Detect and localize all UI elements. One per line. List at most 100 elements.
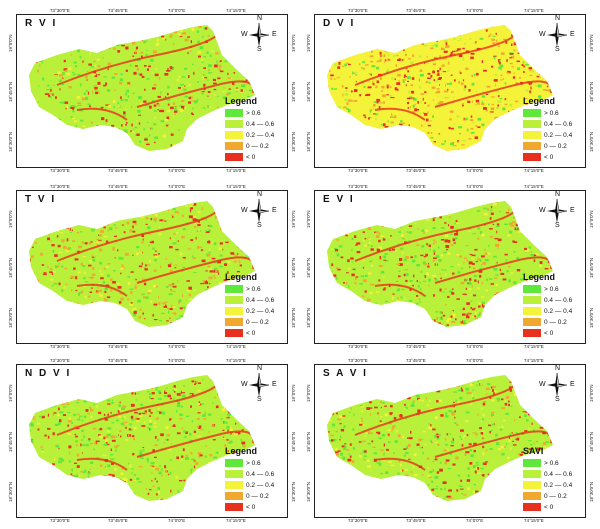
longitude-tick-label: 74°0'0"E — [168, 518, 186, 523]
vegetation-index-map — [29, 201, 255, 327]
latitude-tick-label: 19°0'0"N — [291, 210, 296, 228]
district-boundary — [327, 25, 553, 151]
longitude-tick-label: 73°45'0"E — [108, 168, 128, 173]
legend-range-label: 0.4 — 0.6 — [544, 296, 573, 304]
legend-item: 0.2 — 0.4 — [225, 306, 281, 316]
latitude-tick-label: 18°45'0"N — [8, 257, 13, 278]
longitude-tick-label: 73°30'0"E — [348, 184, 368, 189]
latitude-tick-label: 19°0'0"N — [291, 34, 296, 52]
legend-swatch — [523, 318, 541, 326]
longitude-tick-label: 74°15'0"E — [524, 358, 544, 363]
map-frame: R V I N S E W Legend > 0.6 0.4 — 0.6 0.2 — 0.4 0 … — [16, 14, 288, 168]
latitude-tick-label: 19°0'0"N — [589, 34, 594, 52]
vegetation-index-map — [29, 375, 255, 501]
compass-e-label: E — [272, 207, 277, 214]
legend-item: > 0.6 — [523, 284, 579, 294]
map-frame: D V I N S E W Legend > 0.6 0.4 — 0.6 0.2 — 0.4 0 … — [314, 14, 586, 168]
legend-title: SAVI — [523, 446, 544, 456]
latitude-tick-label: 18°30'0"N — [589, 481, 594, 502]
map-legend: Legend > 0.6 0.4 — 0.6 0.2 — 0.4 0 — 0.2 < 0 — [225, 272, 281, 339]
compass-s-label: S — [257, 46, 262, 53]
legend-swatch — [523, 492, 541, 500]
legend-item: > 0.6 — [225, 458, 281, 468]
latitude-tick-label: 18°45'0"N — [589, 81, 594, 102]
longitude-tick-label: 74°0'0"E — [466, 358, 484, 363]
compass-w-label: W — [539, 31, 546, 38]
legend-swatch — [523, 470, 541, 478]
compass-n-label: N — [257, 365, 263, 372]
legend-swatch — [523, 131, 541, 139]
compass-n-label: N — [555, 15, 561, 22]
legend-item: 0.2 — 0.4 — [225, 130, 281, 140]
legend-range-label: 0.2 — 0.4 — [544, 307, 573, 315]
legend-item: > 0.6 — [523, 108, 579, 118]
latitude-tick-label: 19°0'0"N — [8, 384, 13, 402]
longitude-tick-label: 74°15'0"E — [524, 344, 544, 349]
latitude-tick-label: 18°30'0"N — [8, 131, 13, 152]
legend-range-label: 0.2 — 0.4 — [544, 131, 573, 139]
map-title: E V I — [323, 194, 355, 205]
longitude-tick-label: 74°15'0"E — [226, 8, 246, 13]
legend-item: 0.2 — 0.4 — [523, 130, 579, 140]
map-title: R V I — [25, 18, 58, 29]
longitude-tick-label: 74°0'0"E — [466, 344, 484, 349]
district-boundary — [327, 201, 553, 327]
compass-w-label: W — [241, 381, 248, 388]
map-frame: N D V I N S E W Legend > 0.6 0.4 — 0.6 0.2 — 0.4… — [16, 364, 288, 518]
map-panel: 73°30'0"E 73°30'0"E 73°45'0"E 73°45'0"E 74°0… — [302, 2, 598, 178]
map-frame: E V I N S E W Legend > 0.6 0.4 — 0.6 0.2 — 0.4 0 … — [314, 190, 586, 344]
latitude-tick-label: 18°30'0"N — [306, 481, 311, 502]
legend-item: 0 — 0.2 — [523, 141, 579, 151]
legend-range-label: 0 — 0.2 — [544, 142, 567, 150]
legend-swatch — [225, 329, 243, 337]
legend-item: > 0.6 — [225, 108, 281, 118]
longitude-tick-label: 73°30'0"E — [348, 358, 368, 363]
legend-swatch — [225, 120, 243, 128]
longitude-tick-label: 73°45'0"E — [406, 358, 426, 363]
longitude-tick-label: 73°45'0"E — [108, 184, 128, 189]
compass-e-label: E — [570, 381, 575, 388]
latitude-tick-label: 18°45'0"N — [306, 257, 311, 278]
map-legend: Legend > 0.6 0.4 — 0.6 0.2 — 0.4 0 — 0.2 < 0 — [225, 446, 281, 513]
legend-swatch — [523, 481, 541, 489]
legend-range-label: 0 — 0.2 — [246, 318, 269, 326]
longitude-tick-label: 73°45'0"E — [406, 8, 426, 13]
compass-e-label: E — [570, 31, 575, 38]
longitude-tick-label: 73°30'0"E — [50, 518, 70, 523]
longitude-tick-label: 74°15'0"E — [524, 168, 544, 173]
compass-w-label: W — [539, 207, 546, 214]
vegetation-index-map — [327, 375, 553, 501]
latitude-tick-label: 18°45'0"N — [291, 81, 296, 102]
map-panel: 73°30'0"E 73°30'0"E 73°45'0"E 73°45'0"E 74°0… — [302, 178, 598, 354]
longitude-tick-label: 73°30'0"E — [50, 8, 70, 13]
compass-n-label: N — [257, 191, 263, 198]
legend-range-label: < 0 — [246, 153, 256, 161]
legend-swatch — [225, 318, 243, 326]
longitude-tick-label: 74°0'0"E — [466, 518, 484, 523]
legend-range-label: > 0.6 — [246, 459, 261, 467]
compass-s-label: S — [257, 222, 262, 229]
longitude-tick-label: 73°45'0"E — [406, 518, 426, 523]
map-title: S A V I — [323, 368, 368, 379]
legend-item: 0.4 — 0.6 — [523, 295, 579, 305]
longitude-tick-label: 73°45'0"E — [406, 184, 426, 189]
legend-range-label: > 0.6 — [544, 109, 559, 117]
north-arrow-icon: N S E W — [241, 365, 277, 403]
legend-swatch — [225, 503, 243, 511]
longitude-tick-label: 73°30'0"E — [50, 358, 70, 363]
legend-swatch — [225, 153, 243, 161]
longitude-tick-label: 74°0'0"E — [466, 8, 484, 13]
legend-range-label: 0 — 0.2 — [544, 492, 567, 500]
longitude-tick-label: 74°0'0"E — [466, 184, 484, 189]
longitude-tick-label: 74°0'0"E — [168, 184, 186, 189]
legend-item: < 0 — [225, 328, 281, 338]
longitude-tick-label: 74°15'0"E — [524, 8, 544, 13]
map-title: T V I — [25, 194, 57, 205]
latitude-tick-label: 18°30'0"N — [589, 307, 594, 328]
longitude-tick-label: 74°15'0"E — [524, 184, 544, 189]
longitude-tick-label: 73°30'0"E — [50, 184, 70, 189]
legend-swatch — [523, 329, 541, 337]
longitude-tick-label: 73°45'0"E — [406, 344, 426, 349]
legend-item: 0.2 — 0.4 — [523, 480, 579, 490]
compass-e-label: E — [570, 207, 575, 214]
